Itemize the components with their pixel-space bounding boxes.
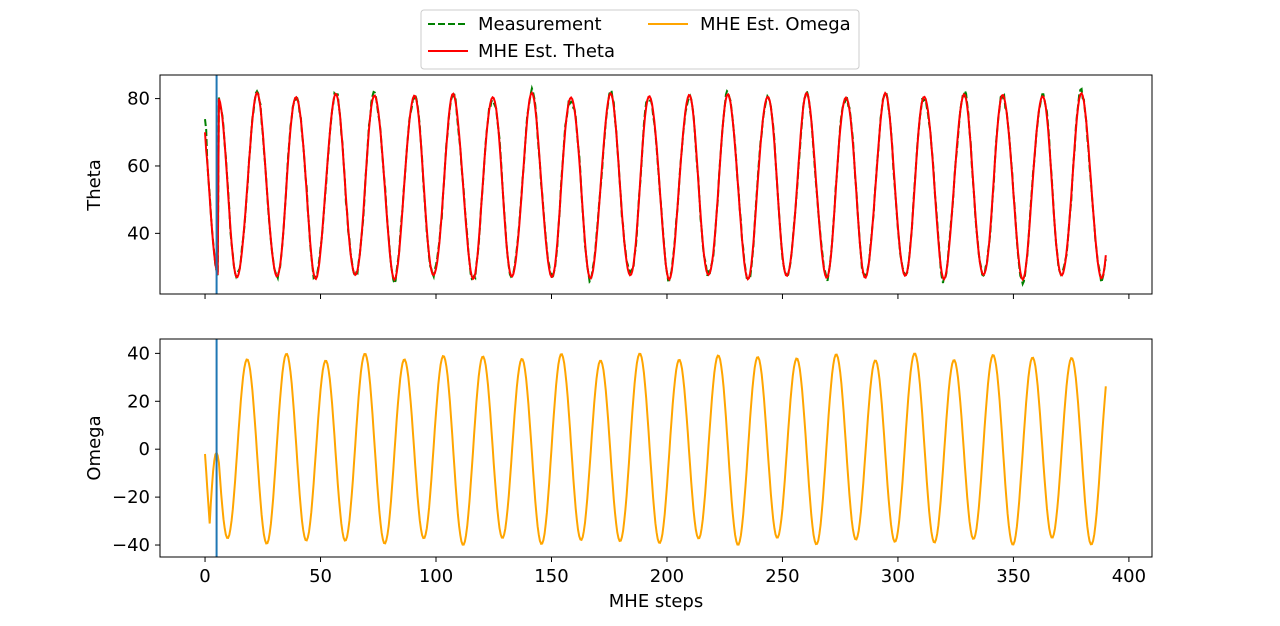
theta-ticks: 40 60 80 [127, 89, 1130, 299]
omega-axis-label: Omega [84, 415, 105, 480]
x-tick-label: 400 [1112, 566, 1146, 587]
omega-y-tick-label: −20 [112, 487, 150, 508]
x-tick-label: 350 [996, 566, 1030, 587]
omega-y-tick-label: 0 [139, 439, 150, 460]
theta-y-tick-label: 40 [127, 223, 150, 244]
legend-label-measurement: Measurement [478, 14, 602, 35]
x-tick-label: 50 [309, 566, 332, 587]
legend: Measurement MHE Est. Omega MHE Est. Thet… [420, 9, 860, 70]
omega-y-tick-label: 40 [127, 343, 150, 364]
legend-label-theta: MHE Est. Theta [478, 41, 615, 62]
theta-axes-frame [159, 74, 1153, 295]
x-tick-label: 250 [765, 566, 799, 587]
omega-axes-frame [159, 338, 1153, 558]
omega-plot-area [204, 339, 1107, 557]
x-axis-label: MHE steps [609, 591, 703, 612]
x-tick-label: 300 [881, 566, 915, 587]
x-tick-label: 150 [534, 566, 568, 587]
theta-plot-area [204, 75, 1107, 294]
theta-axes: 40 60 80 Theta [84, 74, 1153, 299]
omega-ticks: 0 50 100 150 200 250 300 350 400 −40 −20 0 20 40 [112, 343, 1146, 587]
x-tick-label: 200 [650, 566, 684, 587]
series-mhe-est-omega [204, 352, 1107, 546]
legend-label-omega: MHE Est. Omega [700, 14, 851, 35]
omega-y-tick-label: 20 [127, 391, 150, 412]
x-tick-label: 100 [419, 566, 453, 587]
legend-frame [420, 9, 860, 70]
x-tick-label: 0 [199, 566, 210, 587]
theta-y-tick-label: 60 [127, 156, 150, 177]
omega-y-tick-label: −40 [112, 535, 150, 556]
theta-axis-label: Theta [84, 159, 105, 212]
theta-y-tick-label: 80 [127, 89, 150, 110]
series-mhe-est-theta [204, 90, 1107, 282]
omega-axes: 0 50 100 150 200 250 300 350 400 −40 −20 0 20 40 Omeg… [84, 338, 1153, 612]
